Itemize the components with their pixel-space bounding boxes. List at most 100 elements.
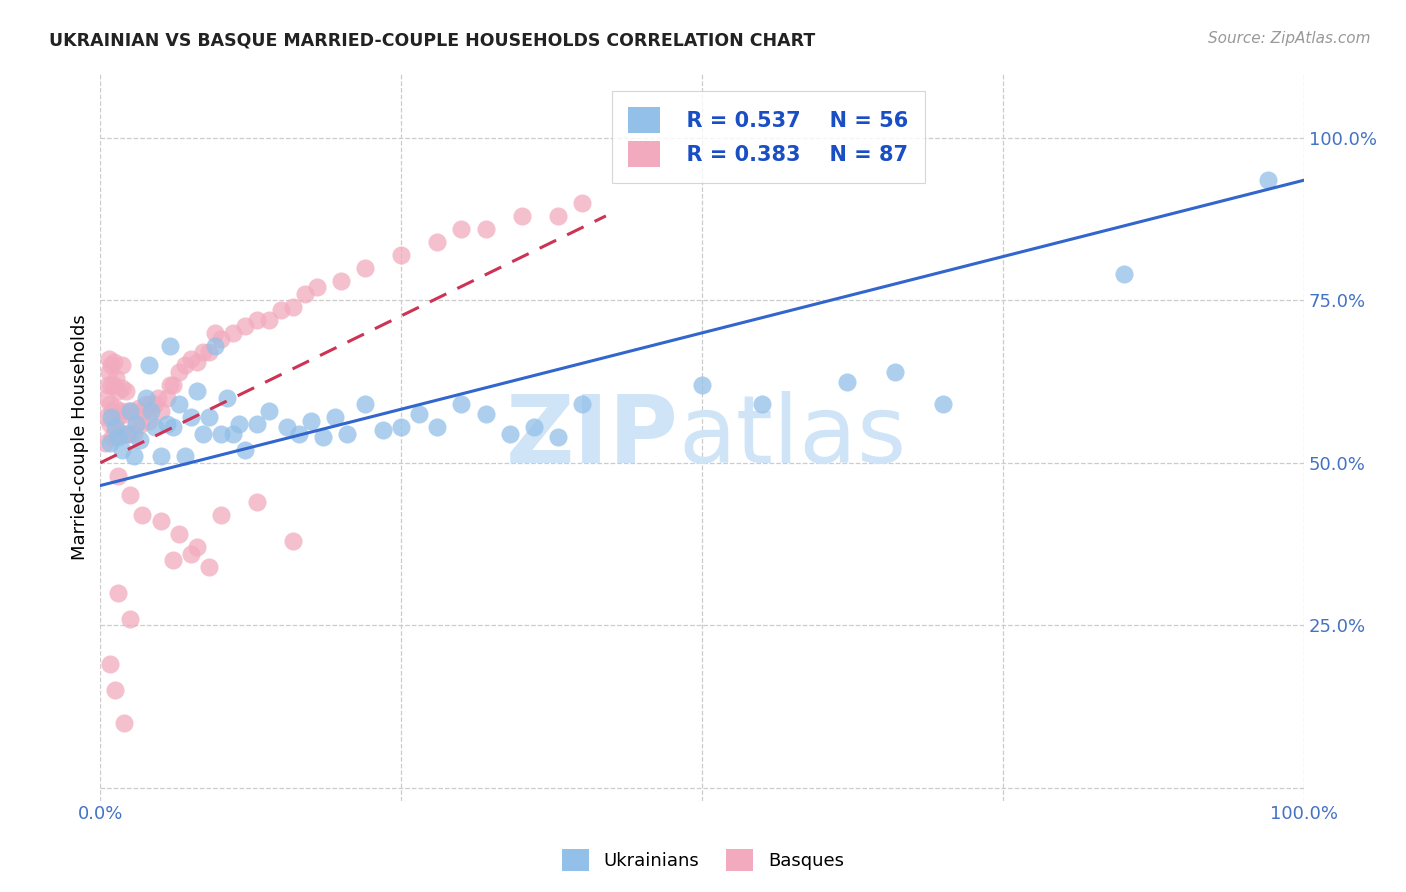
Point	[1112, 268, 1135, 282]
Point	[186, 355, 208, 369]
Point	[270, 303, 292, 318]
Point	[120, 404, 142, 418]
Point	[191, 345, 214, 359]
Point	[408, 407, 430, 421]
Point	[129, 433, 152, 447]
Point	[103, 355, 125, 369]
Point	[288, 426, 311, 441]
Point	[281, 533, 304, 548]
Point	[100, 359, 122, 373]
Point	[98, 417, 121, 431]
Point	[107, 468, 129, 483]
Point	[98, 397, 121, 411]
Point	[173, 450, 195, 464]
Point	[197, 345, 219, 359]
Point	[180, 410, 202, 425]
Point	[131, 508, 153, 522]
Point	[143, 397, 166, 411]
Point	[117, 404, 139, 418]
Point	[96, 410, 118, 425]
Point	[510, 209, 533, 223]
Point	[114, 384, 136, 399]
Legend:   R = 0.537    N = 56,   R = 0.383    N = 87: R = 0.537 N = 56, R = 0.383 N = 87	[612, 91, 925, 183]
Point	[209, 332, 232, 346]
Text: ZIP: ZIP	[505, 391, 678, 483]
Legend: Ukrainians, Basques: Ukrainians, Basques	[555, 842, 851, 879]
Point	[122, 450, 145, 464]
Point	[209, 426, 232, 441]
Point	[162, 420, 184, 434]
Text: atlas: atlas	[678, 391, 907, 483]
Point	[110, 404, 132, 418]
Point	[932, 397, 955, 411]
Point	[112, 715, 135, 730]
Point	[107, 384, 129, 399]
Text: UKRAINIAN VS BASQUE MARRIED-COUPLE HOUSEHOLDS CORRELATION CHART: UKRAINIAN VS BASQUE MARRIED-COUPLE HOUSE…	[49, 31, 815, 49]
Point	[108, 426, 131, 441]
Point	[336, 426, 359, 441]
Point	[125, 417, 148, 431]
Point	[228, 417, 250, 431]
Point	[120, 612, 142, 626]
Point	[104, 426, 127, 441]
Point	[186, 384, 208, 399]
Point	[257, 404, 280, 418]
Point	[155, 391, 177, 405]
Point	[389, 420, 412, 434]
Point	[426, 420, 449, 434]
Point	[97, 351, 120, 366]
Point	[167, 527, 190, 541]
Point	[571, 397, 593, 411]
Point	[246, 417, 269, 431]
Point	[101, 404, 124, 418]
Point	[180, 547, 202, 561]
Point	[159, 377, 181, 392]
Point	[571, 195, 593, 210]
Point	[167, 397, 190, 411]
Point	[547, 209, 569, 223]
Point	[373, 423, 395, 437]
Text: Source: ZipAtlas.com: Source: ZipAtlas.com	[1208, 31, 1371, 46]
Point	[751, 397, 773, 411]
Point	[138, 359, 160, 373]
Point	[222, 426, 245, 441]
Point	[107, 430, 129, 444]
Point	[94, 436, 117, 450]
Point	[1257, 173, 1279, 187]
Point	[294, 286, 316, 301]
Point	[155, 417, 177, 431]
Point	[138, 413, 160, 427]
Point	[450, 222, 472, 236]
Point	[257, 313, 280, 327]
Point	[305, 280, 328, 294]
Point	[112, 407, 135, 421]
Point	[173, 359, 195, 373]
Point	[167, 365, 190, 379]
Point	[474, 222, 496, 236]
Point	[299, 413, 322, 427]
Point	[139, 404, 162, 418]
Point	[204, 326, 226, 340]
Point	[112, 426, 135, 441]
Point	[354, 397, 377, 411]
Point	[105, 423, 128, 437]
Point	[104, 420, 127, 434]
Point	[135, 391, 157, 405]
Point	[883, 365, 905, 379]
Point	[100, 377, 122, 392]
Point	[523, 420, 546, 434]
Point	[281, 300, 304, 314]
Point	[125, 417, 148, 431]
Point	[474, 407, 496, 421]
Point	[197, 559, 219, 574]
Point	[159, 339, 181, 353]
Point	[96, 391, 118, 405]
Point	[128, 401, 150, 415]
Point	[115, 426, 138, 441]
Point	[143, 420, 166, 434]
Point	[149, 450, 172, 464]
Point	[233, 442, 256, 457]
Point	[222, 326, 245, 340]
Point	[98, 436, 121, 450]
Point	[330, 274, 353, 288]
